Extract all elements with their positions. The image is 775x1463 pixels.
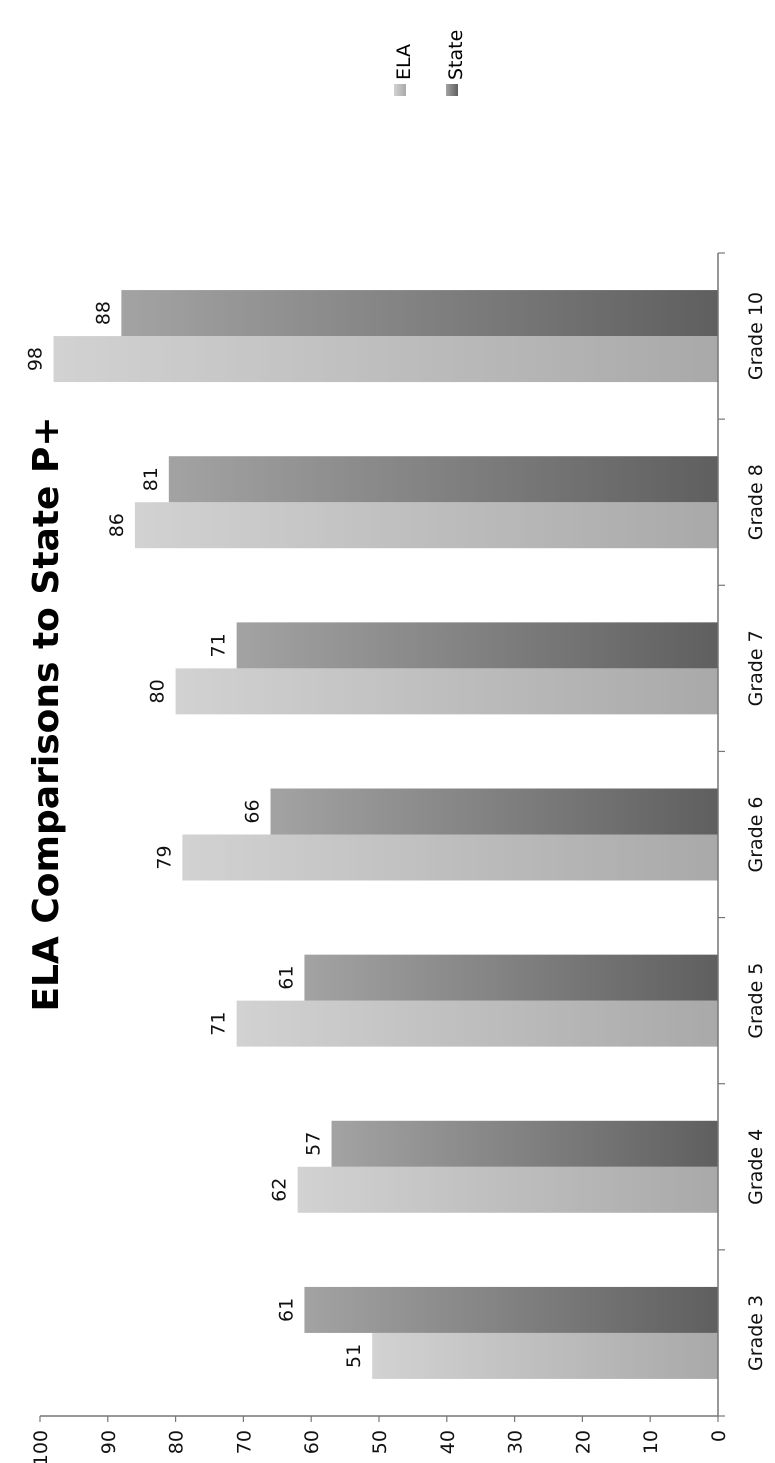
data-label: 61 [275,1298,297,1322]
category-label: Grade 10 [745,292,767,380]
data-label: 66 [242,799,264,823]
bar-state-grade-6 [270,788,718,835]
data-label: 57 [303,1132,325,1156]
data-label: 71 [208,633,230,657]
legend-label-state: State [445,30,467,80]
axes: 0 10 20 30 40 50 60 70 80 90 100 Grade 3 Grade 4 Grad… [30,252,767,1463]
bar-ela-grade-6 [182,834,718,881]
category-label: Grade 8 [745,464,767,540]
value-tick-label: 20 [572,1430,594,1454]
data-label: 71 [208,1012,230,1036]
value-tick-label: 60 [301,1430,323,1454]
value-tick-label: 50 [369,1430,391,1454]
value-tick-label: 70 [233,1430,255,1454]
data-label: 81 [140,467,162,491]
category-label: Grade 5 [745,963,767,1039]
bar-state-grade-10 [121,290,719,337]
data-label: 61 [275,966,297,990]
data-label: 98 [25,347,47,371]
value-tick-label: 80 [166,1430,188,1454]
value-tick-label: 30 [505,1430,527,1454]
legend: ELA State [393,30,467,96]
plot-area: 51 61 62 57 71 61 79 66 80 71 86 81 98 88 [25,290,719,1379]
bar-ela-grade-4 [297,1166,718,1213]
bar-state-grade-8 [168,456,718,503]
data-label: 86 [106,513,128,537]
legend-label-ela: ELA [393,44,415,80]
data-label: 62 [269,1178,291,1202]
data-label: 80 [147,679,169,703]
category-label: Grade 4 [745,1129,767,1205]
bar-ela-grade-5 [236,1000,718,1047]
legend-swatch-state [446,84,458,96]
chart-title: ELA Comparisons to State P+ [26,416,67,1011]
value-tick-label: 0 [708,1430,730,1442]
data-label: 88 [92,301,114,325]
bar-ela-grade-8 [134,502,719,549]
bar-state-grade-3 [304,1286,718,1333]
bar-state-grade-4 [331,1120,718,1167]
value-tick-label: 40 [437,1430,459,1454]
data-label: 51 [343,1344,365,1368]
value-tick-label: 90 [98,1430,120,1454]
bar-ela-grade-3 [372,1332,718,1379]
category-label: Grade 3 [745,1295,767,1371]
legend-swatch-ela [394,84,406,96]
bar-ela-grade-7 [175,668,719,715]
bar-state-grade-5 [304,954,718,1001]
bar-state-grade-7 [236,622,718,669]
bar-ela-grade-10 [53,336,719,383]
category-label: Grade 6 [745,796,767,872]
value-tick-label: 10 [640,1430,662,1454]
category-label: Grade 7 [745,630,767,706]
data-label: 79 [153,845,175,869]
value-tick-label: 100 [30,1430,52,1463]
